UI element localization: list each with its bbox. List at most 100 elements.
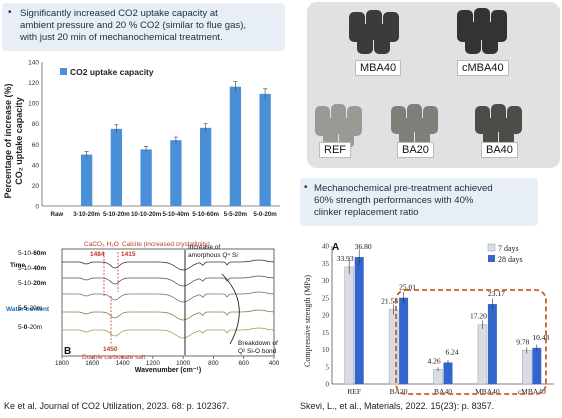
data-label: 25.01 [399, 283, 416, 292]
label-ref: REF [319, 142, 351, 158]
series-label: 5-10-40m [18, 265, 46, 272]
series-label-prefix: 5-10- [18, 250, 33, 257]
chart-axes: 0 5 10 15 20 25 30 35 40 REF BA20 BA40 MBA40 cMBA40 [322, 243, 554, 396]
x-axis-ticks: 1800 1600 1400 1200 1000 800 600 400 [55, 356, 280, 367]
spectra-curves [62, 259, 275, 339]
x-tick-label: 1800 [55, 360, 70, 367]
x-tick-label: 5-10-20m [103, 211, 130, 218]
peak-1415-label: 1415 [121, 251, 136, 258]
series-label-bold: 0 [24, 324, 28, 331]
bar [532, 347, 542, 384]
data-label: 17.20 [470, 312, 487, 321]
legend-swatch-7-days [487, 243, 496, 252]
label-cmba40: cMBA40 [457, 60, 509, 76]
chart-legend: CO2 uptake capacity [60, 67, 154, 77]
cylinder-group-ba40 [475, 104, 522, 146]
legend-label-7-days: 7 days [498, 244, 519, 253]
panel-label: A [332, 242, 339, 253]
breakdown-annotation-2: Q² Si-O bond [238, 348, 277, 355]
label-ba20: BA20 [397, 142, 434, 158]
x-tick-label: 1200 [146, 360, 161, 367]
x-tick-label: BA40 [434, 387, 452, 396]
highlight-box [395, 289, 547, 395]
series-label-prefix: 5- [18, 324, 24, 331]
bar [140, 149, 152, 206]
group-label-time: Time [10, 262, 25, 269]
y-tick-label: 25 [322, 294, 330, 302]
y-tick-label: 20 [322, 312, 330, 320]
bar [487, 304, 497, 384]
bar [344, 266, 354, 385]
x-tick-label: 1000 [176, 360, 191, 367]
x-tick-label: 5-10-40m [162, 211, 189, 218]
data-label: 36.80 [355, 242, 372, 251]
x-tick-label: 1600 [85, 360, 100, 367]
bar [522, 350, 532, 385]
series-label-prefix: 5-10- [18, 280, 33, 287]
y-axis-label-line: CO₂ uptake capacity [14, 97, 24, 185]
y-tick-label: 140 [28, 60, 39, 67]
x-tick-label: 10-10-20m [131, 211, 162, 218]
panel-label: B [64, 346, 71, 357]
x-tick-label: 5-10-60m [192, 211, 219, 218]
spectrum-line [62, 327, 275, 339]
calcite-annotation: Calcite (increased crystallinity) [122, 241, 210, 248]
x-tick-label: 1400 [116, 360, 131, 367]
summary-line: 60% strength performances with 40% [314, 195, 474, 206]
bar-series [80, 81, 271, 206]
y-tick-label: 100 [28, 101, 39, 108]
legend-swatch [60, 68, 67, 75]
left-summary-text: Significantly increased CO2 uptake capac… [20, 8, 282, 44]
spectrum-line [62, 259, 275, 271]
bar [170, 140, 182, 206]
x-tick-label: 5-5-20m [224, 211, 248, 218]
label-ba40: BA40 [481, 142, 518, 158]
series-label-bold: 40m [33, 265, 46, 272]
right-citation: Skevi, L., et al., Materials, 2022. 15(2… [300, 401, 495, 411]
summary-line: with just 20 min of mechanochemical trea… [20, 32, 223, 43]
bar [477, 324, 488, 385]
right-summary-text: Mechanochemical pre-treatment achieved 6… [314, 183, 536, 219]
sample-photo: MBA40 cMBA40 REF BA20 BA40 [307, 2, 560, 168]
series-label-suffix: -20m [27, 305, 42, 312]
compressive-strength-chart: Compressive strength (MPa) 0 5 10 15 20 25 30 3… [303, 242, 554, 396]
left-citation: Ke et al. Journal of CO2 Utilization, 20… [4, 401, 230, 411]
breakdown-annotation: Breakdown of [238, 340, 278, 347]
y-tick-label: 60 [32, 142, 40, 149]
y-tick-label: 40 [322, 243, 330, 251]
spectrum-line [62, 309, 275, 321]
bar [229, 86, 242, 206]
y-axis-label-line: Percentage of increase (%) [3, 83, 13, 198]
data-label: 9.78 [516, 337, 529, 346]
y-tick-label: 15 [322, 329, 330, 337]
series-label: 5-5-20m [18, 305, 42, 312]
legend-swatch-28-days [488, 255, 495, 262]
spectrum-line [62, 291, 275, 303]
chart-legend: 7 days 28 days [487, 243, 523, 264]
x-tick-label: cMBA40 [518, 387, 546, 396]
x-axis-label: Wavenumber (cm⁻¹) [135, 367, 201, 374]
x-tick-label: MBA40 [475, 387, 500, 396]
bar [199, 127, 212, 206]
data-label: 6.24 [445, 347, 458, 356]
bar [110, 128, 123, 206]
y-tick-label: 20 [32, 183, 40, 190]
y-axis-label: Percentage of increase (%) CO₂ uptake ca… [3, 83, 24, 198]
label-mba40: MBA40 [355, 60, 402, 76]
series-label: 5-10-60m [18, 250, 46, 257]
data-label: 21.58 [381, 297, 398, 306]
data-label: 4.26 [427, 356, 440, 365]
bar [80, 154, 93, 206]
cylinder-group-cmba40 [457, 8, 507, 54]
x-tick-label: 3-10-20m [73, 211, 100, 218]
co2-uptake-chart: Percentage of increase (%) CO₂ uptake ca… [3, 60, 280, 218]
y-tick-label: 10 [322, 346, 330, 354]
y-tick-label: 80 [32, 121, 40, 128]
photo-illustration [307, 2, 560, 168]
series-label-bold: 60m [33, 250, 46, 257]
bar [443, 362, 453, 384]
bullet-marker: • [8, 7, 12, 18]
bar [433, 369, 443, 385]
